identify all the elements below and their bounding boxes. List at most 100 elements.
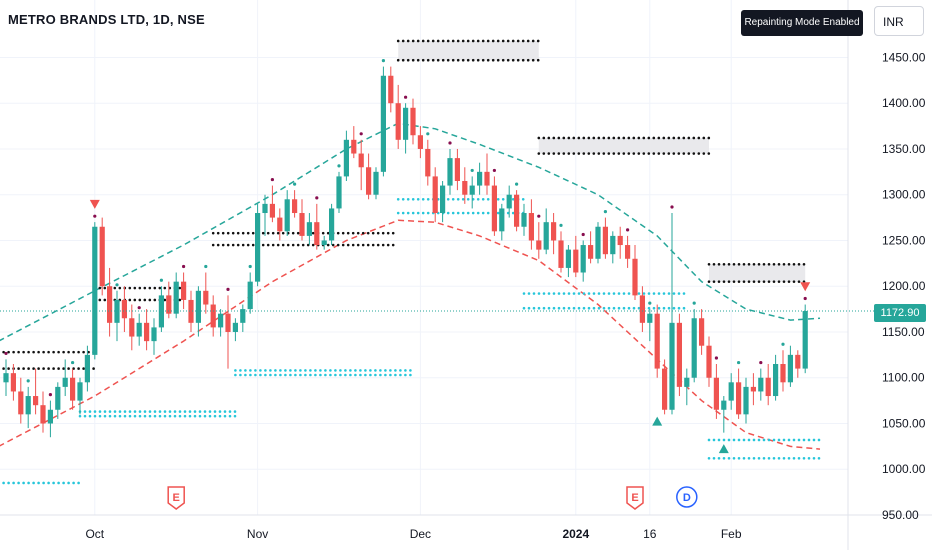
candle-body	[92, 226, 98, 355]
resistance-zone	[538, 137, 709, 154]
candle-body	[447, 158, 453, 186]
indicator-dot	[759, 360, 763, 365]
candle	[62, 359, 68, 397]
candle-body	[225, 313, 231, 332]
candle	[750, 373, 756, 406]
candle-body	[262, 203, 268, 214]
candle-body	[639, 295, 645, 323]
dividend-label: D	[683, 492, 691, 504]
candle	[129, 304, 135, 351]
candle-body	[491, 185, 497, 232]
candle	[262, 194, 268, 236]
candle-body	[706, 345, 712, 378]
candle	[743, 377, 749, 424]
candle	[558, 223, 564, 273]
candle	[210, 295, 216, 337]
candle-body	[499, 208, 505, 232]
candle-body	[669, 322, 675, 410]
candle	[758, 360, 764, 401]
candle	[40, 391, 46, 433]
earnings-label: E	[631, 492, 638, 504]
candle	[440, 180, 446, 223]
y-tick-label: 1100.00	[882, 371, 925, 385]
candle-body	[395, 103, 401, 140]
candle-body	[18, 391, 24, 415]
candle-body	[632, 258, 638, 296]
candle	[84, 345, 90, 392]
candle	[92, 214, 98, 360]
candle-body	[166, 295, 172, 314]
currency-selector[interactable]: INR	[874, 6, 924, 36]
candle	[158, 278, 164, 332]
candle	[166, 281, 172, 319]
indicator-dot	[315, 196, 319, 200]
candle-body	[462, 180, 468, 195]
candle-body	[691, 318, 697, 378]
candle	[477, 162, 483, 195]
candle-body	[188, 299, 194, 323]
candle	[173, 272, 179, 319]
candle	[373, 167, 379, 200]
candle-body	[469, 185, 475, 195]
indicator-dot	[626, 228, 630, 232]
indicator-dot	[4, 351, 8, 356]
candle-body	[595, 226, 601, 259]
candle-body	[440, 185, 446, 214]
candle	[247, 264, 253, 314]
candle	[240, 304, 246, 332]
candle	[447, 141, 453, 195]
indicator-dot	[737, 360, 741, 365]
resistance-zone	[398, 40, 539, 61]
sell-signal-icon	[89, 199, 100, 209]
buy-signal-icon	[652, 416, 663, 426]
candle-body	[484, 171, 490, 186]
candle	[299, 199, 305, 241]
candle	[802, 296, 808, 374]
candle	[662, 359, 668, 415]
candle	[647, 301, 653, 342]
candle	[277, 208, 283, 241]
chart-title: METRO BRANDS LTD, 1D, NSE	[8, 12, 205, 27]
candle	[121, 286, 127, 332]
candle	[639, 286, 645, 332]
candle-body	[40, 405, 46, 424]
y-tick-label: 1050.00	[882, 416, 926, 430]
candle-body	[477, 171, 483, 186]
candle-body	[210, 304, 216, 328]
candle	[10, 364, 16, 401]
candle	[787, 345, 793, 387]
candle-body	[232, 322, 238, 332]
candle	[425, 132, 431, 186]
candle	[462, 167, 468, 204]
candle	[336, 164, 342, 214]
resistance-zone	[709, 264, 806, 282]
indicator-dot	[182, 264, 186, 269]
indicator-dot	[448, 141, 452, 145]
candle-body	[84, 354, 90, 383]
candle-body	[284, 199, 290, 232]
candle	[528, 199, 534, 250]
candle	[203, 264, 209, 314]
candle-body	[684, 377, 690, 387]
candle	[499, 203, 505, 241]
indicator-dot	[115, 283, 119, 287]
candle-body	[528, 213, 534, 241]
candle-body	[151, 327, 157, 342]
sell-signal-icon	[800, 282, 811, 292]
candle-body	[647, 313, 653, 323]
candle	[144, 309, 150, 351]
indicator-dot	[26, 379, 30, 383]
indicator-dot	[159, 278, 163, 282]
x-tick-label: Feb	[721, 527, 742, 541]
candle	[188, 290, 194, 332]
candle-body	[380, 75, 386, 172]
candle-body	[432, 176, 438, 214]
indicator-dot	[137, 306, 141, 310]
dividend-marker: D	[676, 486, 698, 508]
candle	[218, 309, 224, 337]
candle	[580, 232, 586, 282]
indicator-dot	[515, 182, 519, 186]
earnings-badge-icon	[167, 486, 185, 510]
candle-body	[329, 208, 335, 241]
